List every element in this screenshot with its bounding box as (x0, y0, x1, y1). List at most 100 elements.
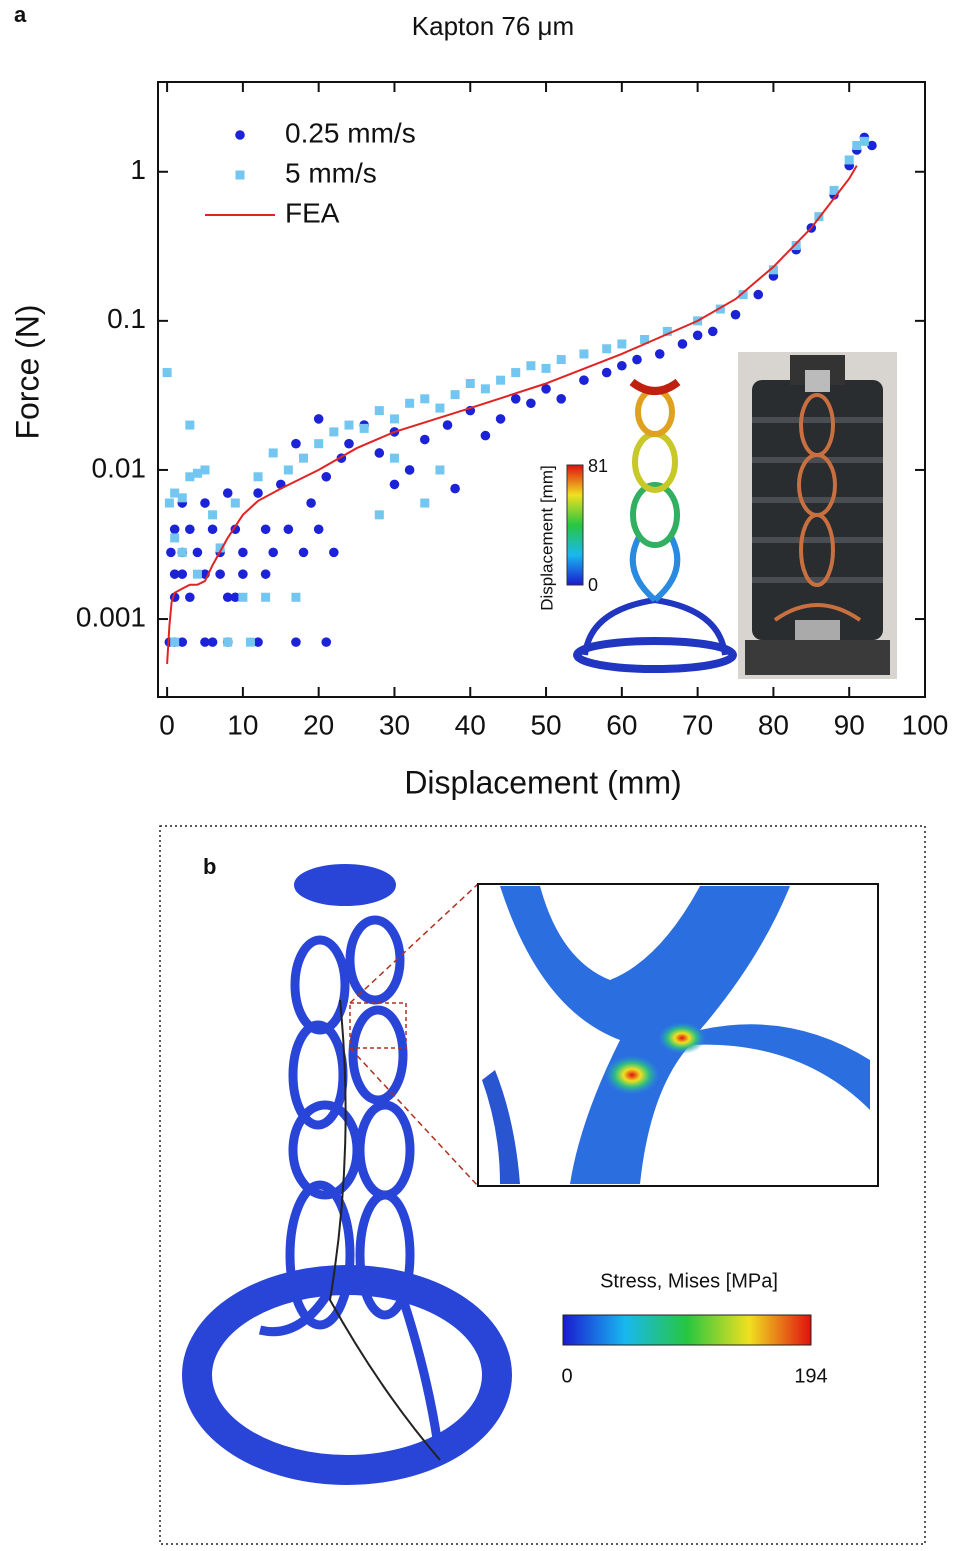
data-point (166, 547, 176, 558)
legend-item: 0.25 mm/s (235, 117, 416, 148)
data-point (601, 367, 612, 378)
data-point (313, 414, 324, 424)
data-point (200, 498, 210, 508)
x-tick-label: 90 (834, 709, 865, 740)
y-tick-label: 0.001 (76, 601, 146, 632)
data-point (405, 398, 415, 408)
x-axis-label: Displacement (mm) (404, 764, 681, 800)
photo-inset (738, 352, 897, 679)
data-point (556, 394, 567, 404)
data-point (602, 344, 612, 354)
data-point (283, 524, 294, 535)
data-point (207, 524, 218, 535)
data-point (222, 488, 233, 498)
x-tick-label: 80 (758, 709, 789, 740)
x-tick-label: 30 (379, 709, 410, 740)
legend-label: 5 mm/s (285, 157, 377, 188)
data-point (291, 637, 301, 647)
data-point (321, 471, 332, 482)
data-point (344, 420, 354, 430)
data-point (791, 241, 801, 251)
displacement-colorbar (566, 464, 584, 586)
data-point (419, 434, 430, 445)
data-point (435, 403, 445, 413)
data-point (389, 414, 399, 424)
data-point (185, 420, 195, 430)
data-point (329, 427, 339, 437)
data-point (738, 290, 748, 300)
data-point (526, 398, 536, 409)
panel-label: a (14, 2, 27, 27)
data-point (306, 498, 316, 508)
data-point (730, 309, 741, 320)
panel-label: b (203, 854, 216, 879)
data-point (177, 637, 188, 647)
data-point (200, 465, 210, 475)
data-point (829, 185, 839, 195)
data-point (253, 637, 263, 647)
data-point (496, 375, 506, 385)
x-tick-label: 20 (303, 709, 334, 740)
data-point (859, 136, 869, 146)
data-point (230, 498, 240, 508)
data-point (510, 394, 521, 404)
data-point (162, 368, 172, 378)
x-tick-label: 50 (530, 709, 561, 740)
data-point (579, 349, 589, 359)
data-point (344, 438, 354, 449)
panel-b-frame (159, 825, 926, 1545)
data-point (541, 384, 551, 394)
data-point (579, 375, 589, 385)
data-point (640, 334, 650, 344)
data-point (511, 368, 521, 378)
data-point (389, 453, 399, 463)
y-tick-label: 0.1 (107, 303, 146, 334)
chart-title: Kapton 76 μm (412, 11, 574, 41)
data-point (170, 637, 180, 647)
data-point (495, 414, 506, 424)
colorbar-label: Stress, Mises [MPa] (600, 1270, 778, 1292)
y-axis-label: Force (N) (9, 304, 45, 439)
legend-item: 5 mm/s (235, 157, 377, 188)
structure-inset (573, 378, 737, 673)
data-point (442, 420, 453, 430)
data-point (222, 592, 233, 603)
zoom-guide (349, 883, 479, 1187)
data-point (715, 304, 725, 314)
data-point (753, 289, 764, 300)
legend-item: FEA (205, 197, 340, 228)
data-point (215, 569, 225, 579)
data-point (480, 384, 490, 394)
data-point (632, 354, 642, 365)
data-point (207, 637, 218, 647)
data-point (852, 141, 862, 151)
y-tick-label: 0.01 (92, 452, 147, 483)
data-point (389, 479, 400, 490)
data-point (435, 465, 445, 475)
data-point (238, 592, 248, 602)
data-point (185, 524, 195, 535)
data-point (177, 569, 188, 579)
data-point (480, 430, 491, 441)
data-point (526, 361, 536, 371)
data-point (291, 592, 301, 602)
data-point (617, 339, 627, 349)
data-point (654, 349, 665, 359)
data-point (192, 569, 202, 579)
data-point (617, 360, 627, 371)
data-point (283, 465, 293, 475)
data-point (465, 379, 475, 389)
data-point (299, 453, 309, 463)
colorbar-max: 81 (588, 456, 608, 476)
plot-area: 0 10 20 30 40 50 60 70 80 90 100 0.001 0.01 0.1 1 (76, 81, 948, 740)
data-point (768, 265, 778, 275)
data-point (314, 439, 324, 449)
data-point (867, 140, 877, 151)
data-point (245, 637, 255, 647)
data-point (170, 533, 180, 543)
data-point (238, 547, 248, 558)
data-point (253, 472, 263, 482)
data-point (170, 488, 180, 498)
data-point (200, 637, 210, 647)
